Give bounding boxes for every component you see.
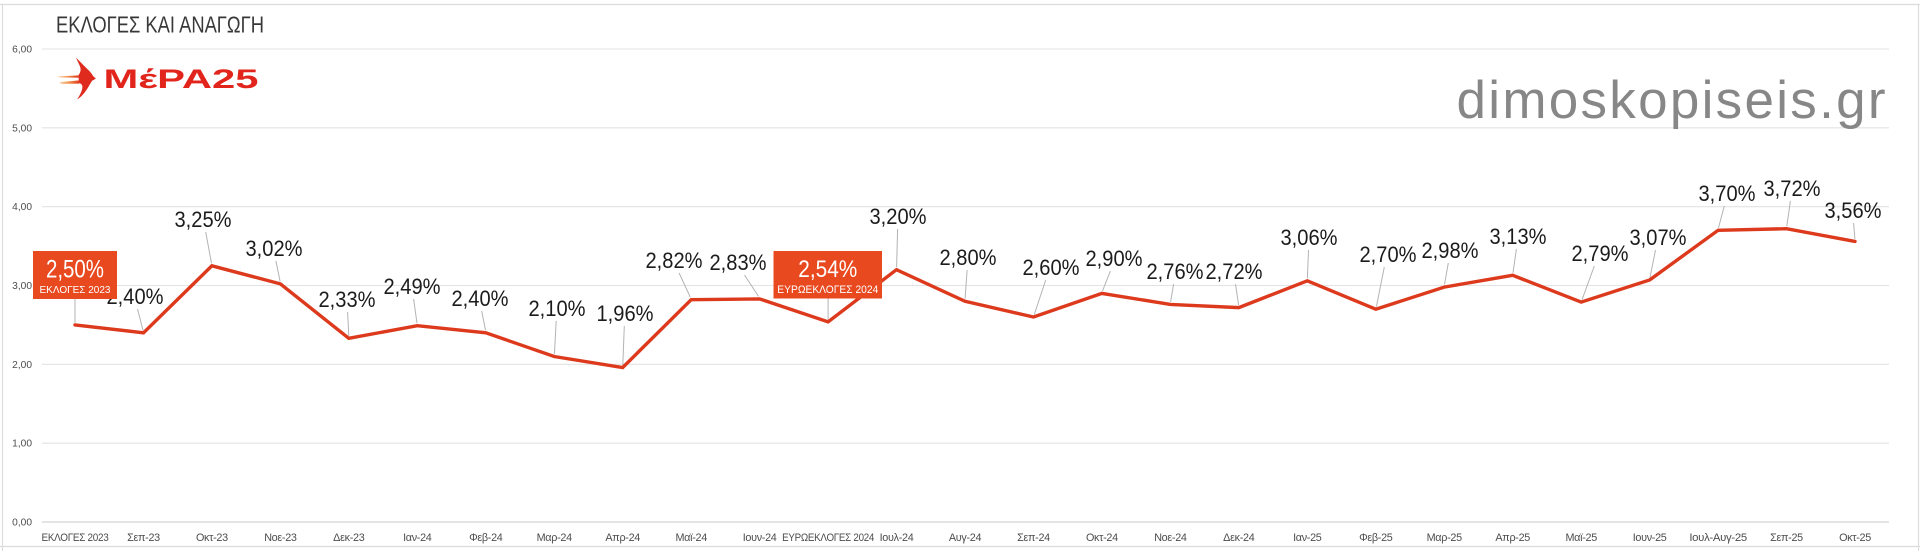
svg-text:Ιαν-24: Ιαν-24 <box>403 532 432 544</box>
svg-text:2,82%: 2,82% <box>646 248 703 273</box>
svg-text:Φεβ-25: Φεβ-25 <box>1359 532 1393 544</box>
svg-text:Μαϊ-25: Μαϊ-25 <box>1565 532 1597 544</box>
svg-text:Ιουλ-Αυγ-25: Ιουλ-Αυγ-25 <box>1689 532 1747 544</box>
svg-text:1,96%: 1,96% <box>597 301 654 326</box>
svg-text:2,40%: 2,40% <box>452 286 509 311</box>
svg-text:3,70%: 3,70% <box>1699 181 1756 206</box>
svg-text:ΕΚΛΟΓΕΣ 2023: ΕΚΛΟΓΕΣ 2023 <box>42 532 109 544</box>
svg-text:Δεκ-24: Δεκ-24 <box>1223 532 1255 544</box>
svg-text:dimoskopiseis.gr: dimoskopiseis.gr <box>1457 71 1886 130</box>
svg-text:2,76%: 2,76% <box>1147 259 1204 284</box>
svg-text:2,79%: 2,79% <box>1572 241 1629 266</box>
svg-text:Φεβ-24: Φεβ-24 <box>469 532 503 544</box>
svg-text:Απρ-24: Απρ-24 <box>605 532 640 544</box>
svg-text:ΕΥΡΩΕΚΛΟΓΕΣ 2024: ΕΥΡΩΕΚΛΟΓΕΣ 2024 <box>782 532 874 544</box>
svg-text:Ιουλ-24: Ιουλ-24 <box>880 532 914 544</box>
svg-text:6,00: 6,00 <box>12 45 32 56</box>
svg-text:3,07%: 3,07% <box>1630 225 1687 250</box>
svg-text:2,49%: 2,49% <box>384 274 441 299</box>
svg-text:2,80%: 2,80% <box>940 245 997 270</box>
svg-text:3,72%: 3,72% <box>1764 176 1821 201</box>
svg-text:2,70%: 2,70% <box>1360 242 1417 267</box>
svg-text:3,02%: 3,02% <box>246 236 303 261</box>
svg-text:Μαρ-24: Μαρ-24 <box>537 532 572 544</box>
svg-text:2,00: 2,00 <box>12 360 32 371</box>
svg-text:3,13%: 3,13% <box>1490 224 1547 249</box>
svg-text:2,60%: 2,60% <box>1023 255 1080 280</box>
svg-text:Ιουν-24: Ιουν-24 <box>743 532 777 544</box>
svg-text:Οκτ-23: Οκτ-23 <box>196 532 228 544</box>
svg-text:3,25%: 3,25% <box>175 207 232 232</box>
svg-text:ΕΚΛΟΓΕΣ 2023: ΕΚΛΟΓΕΣ 2023 <box>40 285 111 296</box>
svg-text:Οκτ-25: Οκτ-25 <box>1839 532 1871 544</box>
svg-text:4,00: 4,00 <box>12 202 32 213</box>
svg-text:5,00: 5,00 <box>12 123 32 134</box>
svg-text:Οκτ-24: Οκτ-24 <box>1086 532 1118 544</box>
svg-text:ΕΥΡΩΕΚΛΟΓΕΣ 2024: ΕΥΡΩΕΚΛΟΓΕΣ 2024 <box>777 284 878 296</box>
svg-text:0,00: 0,00 <box>12 518 32 529</box>
svg-text:2,50%: 2,50% <box>46 256 104 284</box>
svg-text:Σεπ-24: Σεπ-24 <box>1017 532 1050 544</box>
svg-text:1,00: 1,00 <box>12 439 32 450</box>
svg-text:Απρ-25: Απρ-25 <box>1495 532 1530 544</box>
svg-text:Ιαν-25: Ιαν-25 <box>1293 532 1322 544</box>
svg-text:Νοε-23: Νοε-23 <box>264 532 297 544</box>
svg-text:2,10%: 2,10% <box>529 296 586 321</box>
svg-text:Νοε-24: Νοε-24 <box>1154 532 1187 544</box>
svg-text:Σεπ-25: Σεπ-25 <box>1770 532 1803 544</box>
svg-text:2,54%: 2,54% <box>798 256 857 283</box>
svg-text:Αυγ-24: Αυγ-24 <box>949 532 982 544</box>
svg-text:ΜέΡΑ25: ΜέΡΑ25 <box>104 64 259 94</box>
svg-text:3,06%: 3,06% <box>1281 225 1338 250</box>
svg-text:Μαρ-25: Μαρ-25 <box>1427 532 1462 544</box>
svg-text:Μαϊ-24: Μαϊ-24 <box>675 532 707 544</box>
svg-text:2,83%: 2,83% <box>710 250 767 275</box>
svg-text:2,90%: 2,90% <box>1086 246 1143 271</box>
svg-text:3,20%: 3,20% <box>870 204 927 229</box>
svg-text:2,72%: 2,72% <box>1206 259 1263 284</box>
svg-text:Ιουν-25: Ιουν-25 <box>1633 532 1667 544</box>
svg-text:ΕΚΛΟΓΕΣ ΚΑΙ ΑΝΑΓΩΓΗ: ΕΚΛΟΓΕΣ ΚΑΙ ΑΝΑΓΩΓΗ <box>56 12 264 38</box>
svg-text:3,00: 3,00 <box>12 281 32 292</box>
svg-text:Σεπ-23: Σεπ-23 <box>127 532 160 544</box>
svg-text:3,56%: 3,56% <box>1825 198 1882 223</box>
svg-text:2,33%: 2,33% <box>319 287 376 312</box>
svg-text:Δεκ-23: Δεκ-23 <box>333 532 365 544</box>
svg-text:2,98%: 2,98% <box>1422 238 1479 263</box>
